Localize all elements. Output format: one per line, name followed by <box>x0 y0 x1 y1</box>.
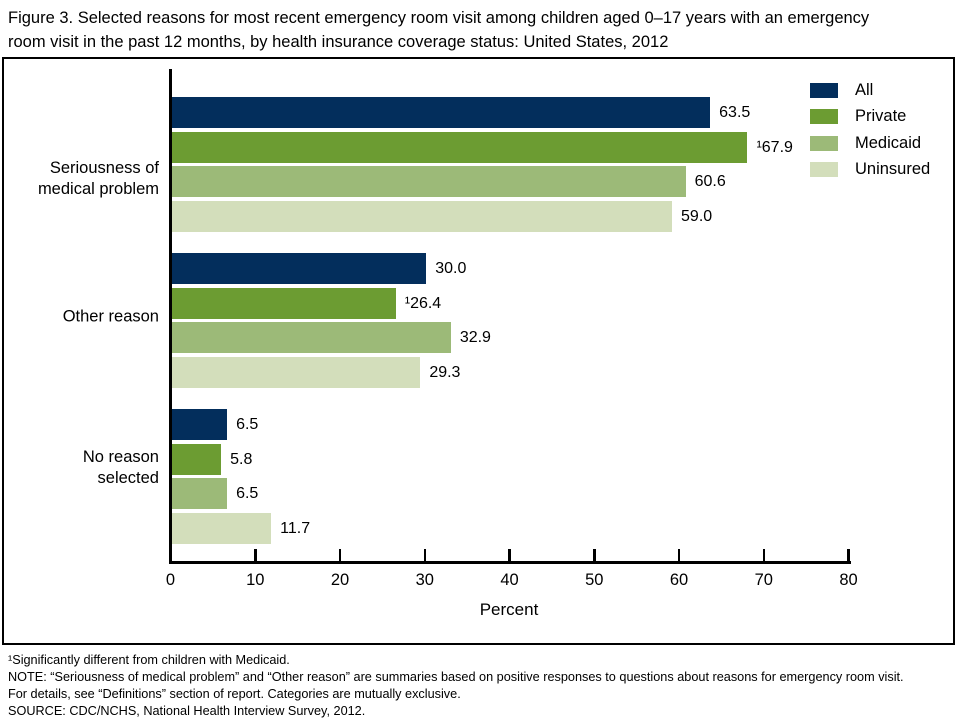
bar-uninsured <box>172 356 421 388</box>
x-axis-tick-label: 40 <box>500 571 519 589</box>
x-axis-tick-label: 80 <box>839 571 858 589</box>
footnote-line: NOTE: “Seriousness of medical problem” a… <box>8 670 904 684</box>
legend-item: Uninsured <box>810 157 930 184</box>
x-axis-tick-label: 70 <box>754 571 773 589</box>
bar-value-label: 11.7 <box>280 519 311 537</box>
x-axis-tick <box>254 549 257 561</box>
plot-area: 0 10 20 30 40 50 60 70 80 63.5 30.0 6.5 ¹67.9 ¹26.4 5.… <box>4 59 953 643</box>
bar-uninsured <box>172 200 673 232</box>
x-axis-tick-label: 30 <box>415 571 434 589</box>
bar-all <box>172 409 228 440</box>
bar-uninsured <box>172 512 272 544</box>
bar-value-label: 59.0 <box>681 207 713 225</box>
category-label: Other reason <box>62 307 159 326</box>
legend: All Private Medicaid Uninsured <box>810 77 930 183</box>
bar-value-label: 6.5 <box>236 416 259 433</box>
x-axis-tick <box>508 549 511 561</box>
legend-label: Medicaid <box>855 133 922 152</box>
x-axis-tick <box>847 549 850 561</box>
x-axis-tick <box>593 549 596 561</box>
y-axis-line <box>169 69 172 564</box>
bar-all <box>172 253 427 284</box>
bar-private <box>172 287 396 319</box>
x-axis-tick-label: 60 <box>669 571 689 589</box>
bar-value-label: ¹67.9 <box>756 138 793 156</box>
bar-value-label: 63.5 <box>719 104 751 121</box>
legend-item: Private <box>810 104 930 131</box>
bar-private <box>172 131 748 163</box>
footnotes: ¹Significantly different from children w… <box>8 652 956 720</box>
x-axis-tick <box>677 549 681 561</box>
bar-medicaid <box>172 166 686 197</box>
bar-value-label: 29.3 <box>429 363 461 381</box>
legend-label: All <box>855 80 874 99</box>
legend-swatch <box>810 135 838 151</box>
x-axis-tick <box>423 549 426 561</box>
chart-frame: 0 10 20 30 40 50 60 70 80 63.5 30.0 6.5 ¹67.9 ¹26.4 5.… <box>2 57 955 645</box>
x-axis-tick <box>338 549 342 561</box>
x-axis-tick <box>762 549 765 561</box>
legend-swatch <box>810 109 838 125</box>
bar-private <box>172 443 222 475</box>
x-axis-title: Percent <box>479 600 539 619</box>
category-label: Seriousness of medical problem <box>37 159 159 198</box>
category-label: No reason selected <box>82 448 159 487</box>
footnote-line: For details, see “Definitions” section o… <box>8 687 461 701</box>
legend-label: Private <box>855 107 907 126</box>
figure-title: Figure 3. Selected reasons for most rece… <box>8 9 870 51</box>
bar-value-label: 60.6 <box>694 173 726 190</box>
bar-value-label: 6.5 <box>236 485 259 502</box>
x-axis-tick-label: 0 <box>165 571 176 589</box>
bar-medicaid <box>172 478 228 509</box>
footnote-line: SOURCE: CDC/NCHS, National Health Interv… <box>8 704 366 718</box>
bar-value-label: ¹26.4 <box>404 294 442 312</box>
x-axis-tick-label: 10 <box>246 571 265 589</box>
legend-item: Medicaid <box>810 130 930 157</box>
x-axis-line <box>169 561 851 564</box>
legend-swatch <box>810 162 838 178</box>
bar-value-label: 32.9 <box>459 329 491 346</box>
legend-swatch <box>810 82 838 98</box>
bar-value-label: 30.0 <box>435 260 467 277</box>
legend-label: Uninsured <box>855 160 931 179</box>
bar-all <box>172 97 711 128</box>
legend-item: All <box>810 77 930 104</box>
footnote-line: ¹Significantly different from children w… <box>8 653 290 667</box>
bar-value-label: 5.8 <box>230 450 253 468</box>
x-axis-tick-label: 20 <box>330 571 350 589</box>
x-axis-tick-label: 50 <box>585 571 604 589</box>
bar-medicaid <box>172 322 451 353</box>
